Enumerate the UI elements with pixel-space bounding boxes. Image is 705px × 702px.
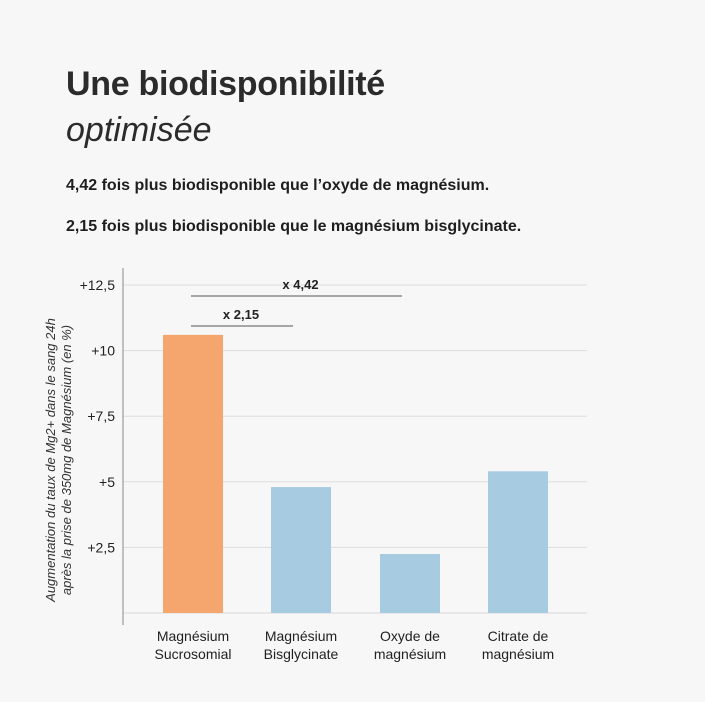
bar-0: [163, 334, 223, 613]
page-subtitle: optimisée: [66, 111, 212, 149]
bar-1: [271, 487, 331, 613]
y-tick-label-3: +10: [91, 343, 115, 359]
annotation-label-0: x 4,42: [282, 277, 318, 292]
category-label-1-0: Magnésium: [265, 628, 337, 644]
y-axis-label-0: Augmentation du taux de Mg2+ dans le san…: [43, 318, 58, 603]
annotation-label-1: x 2,15: [223, 307, 259, 322]
y-tick-label-0: +2,5: [87, 539, 115, 555]
stat-line-oxyde: 4,42 fois plus biodisponible que l’oxyde…: [66, 177, 490, 194]
category-label-1-1: Bisglycinate: [264, 646, 339, 662]
category-label-3-1: magnésium: [482, 646, 554, 662]
category-label-0-0: Magnésium: [157, 628, 229, 644]
y-axis-label-1: après la prise de 350mg de Magnésium (en…: [59, 325, 74, 595]
stat-line-bisglycinate: 2,15 fois plus biodisponible que le magn…: [66, 218, 522, 235]
bar-2: [380, 553, 440, 613]
bar-3: [488, 471, 548, 613]
category-label-2-1: magnésium: [374, 646, 446, 662]
category-label-2-0: Oxyde de: [380, 628, 440, 644]
category-label-0-1: Sucrosomial: [154, 646, 231, 662]
y-tick-label-4: +12,5: [80, 277, 116, 293]
page-title: Une biodisponibilité: [66, 65, 385, 103]
y-tick-label-2: +7,5: [87, 408, 115, 424]
category-label-3-0: Citrate de: [488, 628, 549, 644]
y-tick-label-1: +5: [99, 474, 115, 490]
